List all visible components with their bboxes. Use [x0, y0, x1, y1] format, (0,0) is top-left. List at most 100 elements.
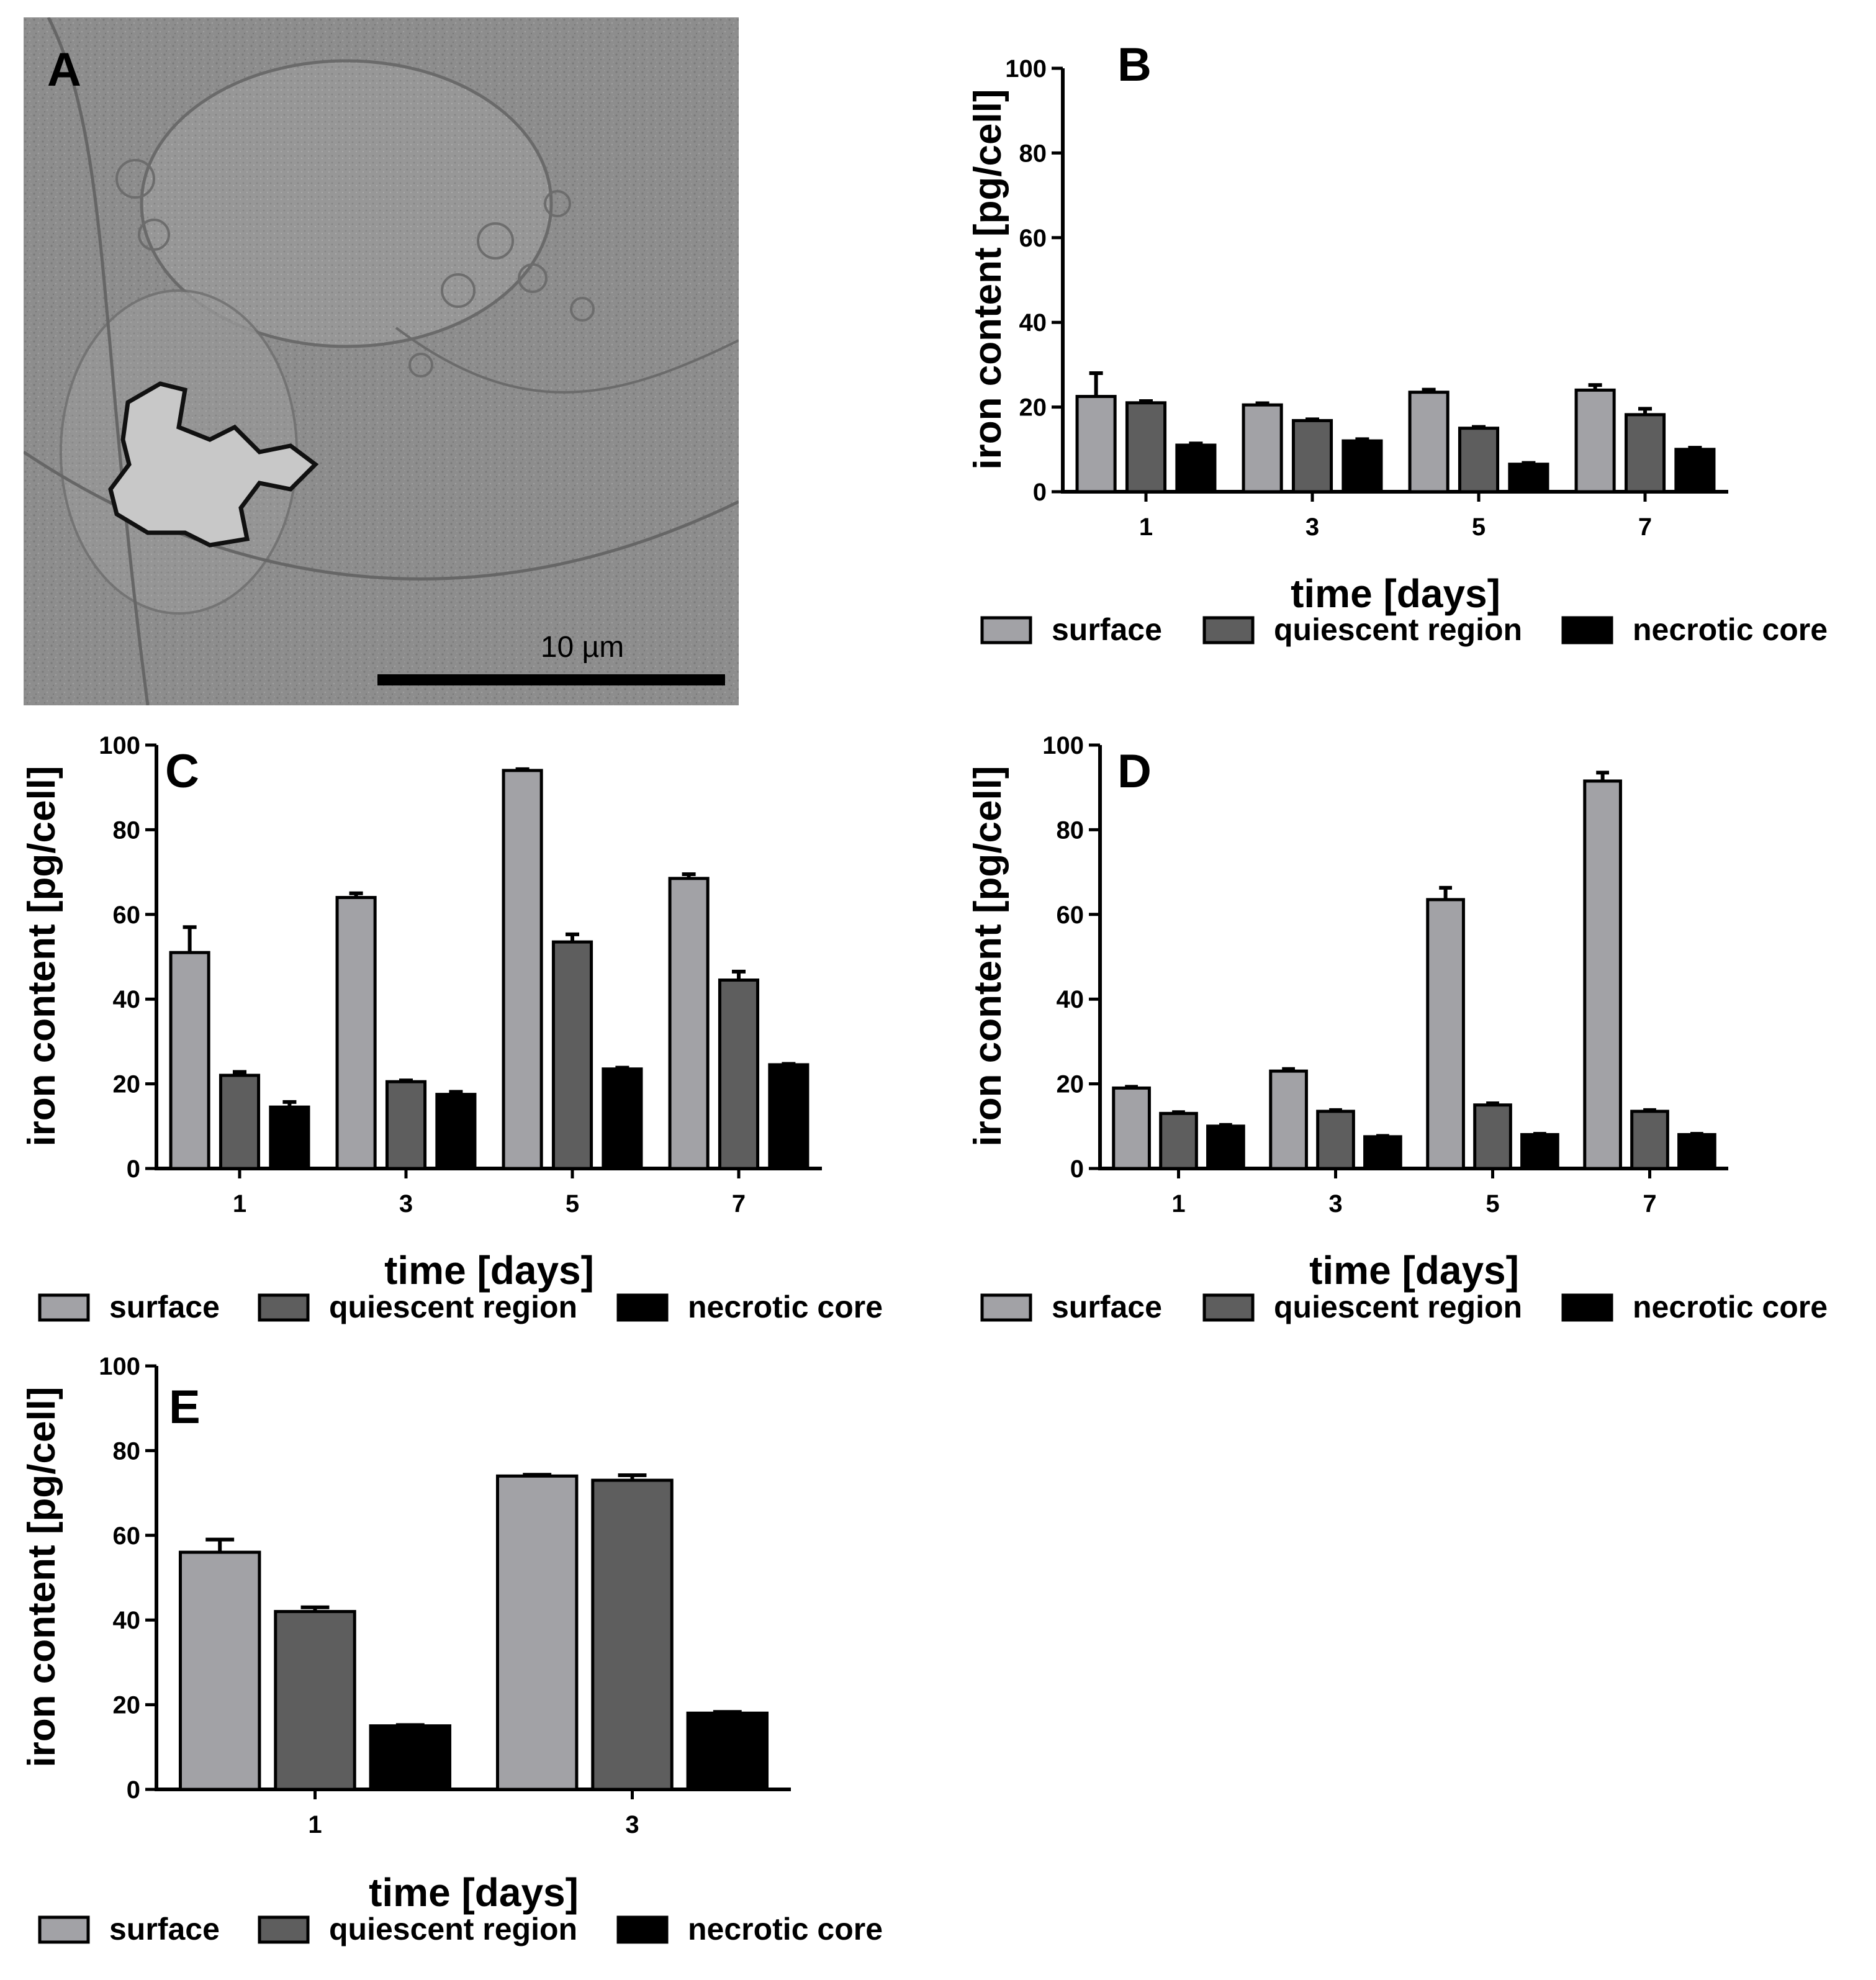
- bar: [1075, 395, 1117, 494]
- y-tick-label: 60: [113, 1522, 141, 1550]
- vesicles: [115, 159, 595, 377]
- x-tick-label: 3: [625, 1811, 639, 1838]
- y-tick-label: 80: [113, 1437, 141, 1465]
- bar: [668, 877, 710, 1170]
- y-tick-label: 20: [1019, 394, 1047, 422]
- panel-letter: D: [1117, 745, 1152, 798]
- bar: [1408, 391, 1450, 494]
- y-axis-title: iron content [pg/cell]: [20, 1386, 63, 1767]
- bar: [1473, 1103, 1512, 1170]
- bar: [178, 1550, 261, 1791]
- x-tick-label: 1: [1171, 1190, 1185, 1218]
- y-axis-title: iron content [pg/cell]: [20, 766, 63, 1146]
- y-tick-label: 40: [1019, 309, 1047, 337]
- x-axis-title: time [days]: [1309, 1248, 1519, 1293]
- bar: [269, 1105, 310, 1170]
- bar: [1458, 427, 1500, 494]
- y-tick-label: 0: [1070, 1155, 1084, 1183]
- legend-swatch: [38, 1915, 90, 1944]
- y-tick-label: 40: [1057, 986, 1085, 1013]
- x-tick-label: 3: [1306, 513, 1319, 541]
- legend-swatch: [616, 1293, 669, 1322]
- x-tick-label: 7: [1643, 1190, 1656, 1218]
- panel-letter: E: [169, 1381, 201, 1434]
- bar: [1674, 448, 1716, 494]
- cell-membrane-line: [24, 450, 739, 581]
- legend-swatch: [38, 1293, 90, 1322]
- y-tick-label: 0: [127, 1155, 140, 1183]
- x-tick-label: 3: [1328, 1190, 1342, 1218]
- y-tick-label: 60: [1057, 902, 1085, 929]
- bar: [1624, 413, 1666, 494]
- bar: [1574, 388, 1616, 494]
- y-tick-label: 100: [1005, 55, 1047, 83]
- legend-label: surface: [109, 1912, 220, 1946]
- y-tick-label: 80: [113, 816, 141, 844]
- bar: [1316, 1110, 1355, 1170]
- bar: [551, 940, 593, 1170]
- x-axis-title: time [days]: [369, 1870, 579, 1915]
- bar: [1508, 463, 1549, 494]
- y-tick-label: 100: [99, 1353, 140, 1380]
- bar: [768, 1063, 809, 1170]
- bar: [169, 951, 210, 1170]
- cell-membrane-line: [47, 17, 150, 705]
- bar: [1677, 1132, 1716, 1170]
- legend-label: necrotic core: [1633, 1290, 1828, 1324]
- x-axis-title: time [days]: [384, 1248, 594, 1293]
- x-axis-title: time [days]: [1291, 571, 1500, 616]
- y-tick-label: 0: [127, 1776, 140, 1804]
- bar: [274, 1610, 356, 1791]
- y-tick-label: 100: [1042, 732, 1084, 759]
- bar: [369, 1724, 452, 1791]
- bar: [1291, 418, 1333, 494]
- legend-label: necrotic core: [688, 1912, 883, 1946]
- y-tick-label: 20: [1057, 1071, 1085, 1098]
- bar: [718, 979, 760, 1170]
- legend-label: quiescent region: [329, 1912, 577, 1946]
- legend-label: surface: [109, 1290, 220, 1324]
- bar: [591, 1478, 674, 1791]
- cell-nucleus: [140, 59, 553, 348]
- x-tick-label: 5: [1472, 513, 1486, 541]
- y-tick-label: 80: [1057, 816, 1085, 844]
- y-tick-label: 0: [1033, 479, 1047, 506]
- particle-aggregate: [108, 381, 319, 548]
- legend-swatch: [616, 1915, 669, 1944]
- micrograph-panel-a: A 10 µm: [24, 17, 739, 705]
- legend-swatch: [980, 1293, 1032, 1322]
- bar: [1175, 443, 1217, 494]
- y-tick-label: 100: [99, 732, 140, 759]
- bar: [1125, 401, 1167, 494]
- panel-letter: B: [1117, 38, 1152, 91]
- y-axis-title: iron content [pg/cell]: [967, 766, 1009, 1146]
- scale-bar-label: 10 µm: [541, 631, 624, 664]
- y-tick-label: 40: [113, 1607, 141, 1634]
- y-tick-label: 60: [1019, 225, 1047, 252]
- legend-label: necrotic core: [688, 1290, 883, 1324]
- legend-swatch: [1561, 616, 1613, 644]
- bar: [502, 769, 543, 1170]
- legend-swatch: [258, 1915, 310, 1944]
- legend-label: quiescent region: [1274, 1290, 1522, 1324]
- y-tick-label: 20: [113, 1071, 141, 1098]
- x-tick-label: 5: [1486, 1190, 1499, 1218]
- bar: [1520, 1132, 1559, 1170]
- bar: [385, 1080, 427, 1170]
- legend-swatch: [1561, 1293, 1613, 1322]
- x-tick-label: 1: [1139, 513, 1153, 541]
- bar: [1426, 898, 1465, 1170]
- legend-swatch: [980, 616, 1032, 644]
- bar: [602, 1067, 643, 1170]
- x-tick-label: 5: [566, 1190, 579, 1218]
- x-tick-label: 1: [233, 1190, 246, 1218]
- y-axis-title: iron content [pg/cell]: [967, 89, 1009, 469]
- legend-swatch: [1202, 1293, 1255, 1322]
- bar: [435, 1093, 477, 1170]
- y-tick-label: 40: [113, 986, 141, 1013]
- bar: [1242, 403, 1283, 494]
- bar: [686, 1711, 769, 1791]
- legend-swatch: [1202, 616, 1255, 644]
- bar: [1269, 1069, 1308, 1170]
- legend-label: necrotic core: [1633, 612, 1828, 647]
